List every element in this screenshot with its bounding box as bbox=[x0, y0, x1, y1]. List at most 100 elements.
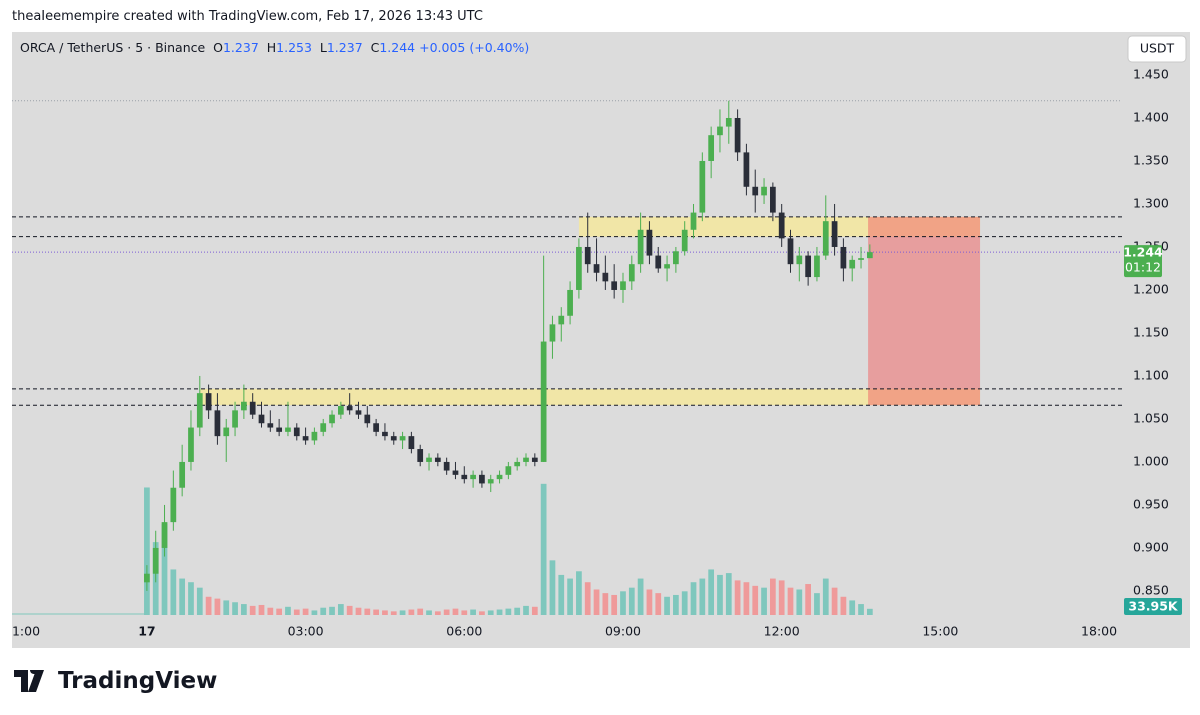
candle-body bbox=[655, 255, 662, 269]
volume-bar bbox=[390, 611, 397, 615]
volume-bar bbox=[567, 578, 573, 615]
x-tick-label: 18:00 bbox=[1081, 624, 1117, 639]
candle-body bbox=[285, 427, 291, 432]
candle-body bbox=[223, 427, 230, 437]
candle-body bbox=[382, 431, 388, 437]
candle-body bbox=[805, 255, 811, 278]
volume-bar bbox=[743, 582, 750, 615]
volume-bar bbox=[734, 580, 741, 615]
candle-body bbox=[567, 289, 573, 316]
candle-body bbox=[179, 461, 186, 488]
volume-bar bbox=[805, 584, 811, 615]
candle-body bbox=[558, 315, 565, 325]
volume-bar bbox=[866, 608, 873, 615]
candle-body bbox=[461, 474, 468, 480]
candle-body bbox=[152, 547, 159, 574]
candle-body bbox=[708, 135, 715, 161]
candle-body bbox=[311, 431, 318, 441]
ohlc-value: 1.253 bbox=[276, 40, 312, 55]
candle-body bbox=[637, 229, 644, 265]
volume-bar bbox=[778, 580, 785, 615]
x-tick-label: 09:00 bbox=[605, 624, 641, 639]
volume-bar bbox=[320, 607, 327, 615]
volume-bar bbox=[452, 608, 459, 615]
volume-bar bbox=[646, 589, 653, 615]
y-tick-label: 1.350 bbox=[1133, 152, 1169, 167]
brand-logo bbox=[14, 670, 44, 692]
candle-body bbox=[725, 117, 732, 127]
volume-bar bbox=[214, 598, 221, 615]
candle-body bbox=[434, 457, 441, 462]
legend: ORCA / TetherUS · 5 · Binance O1.237 H1.… bbox=[20, 40, 529, 55]
caption: theaIeemempire created with TradingView.… bbox=[12, 9, 483, 24]
volume-bar bbox=[188, 582, 194, 615]
volume-bar bbox=[505, 608, 512, 615]
spacer bbox=[312, 40, 320, 55]
currency-label: USDT bbox=[1140, 41, 1175, 56]
candle-body bbox=[523, 457, 529, 462]
volume-bar bbox=[849, 600, 856, 615]
candle-body bbox=[232, 410, 238, 428]
candle-body bbox=[320, 423, 327, 432]
candle-body bbox=[496, 474, 503, 480]
volume-bar bbox=[355, 607, 362, 615]
volume-bar bbox=[364, 608, 371, 615]
volume-bar bbox=[205, 596, 212, 615]
risk-box bbox=[868, 216, 981, 406]
candle-body bbox=[487, 479, 494, 484]
candle-body bbox=[267, 423, 274, 428]
volume-bar bbox=[673, 594, 679, 615]
volume-bar bbox=[196, 587, 203, 615]
candle-body bbox=[505, 466, 512, 475]
price-tag-label: 1.244 bbox=[1123, 245, 1163, 260]
ohlc-value: 1.244 bbox=[379, 40, 416, 55]
volume-bar bbox=[725, 573, 732, 615]
volume-bar bbox=[761, 587, 767, 615]
candle-body bbox=[717, 126, 723, 136]
candle-body bbox=[849, 259, 856, 269]
volume-bar bbox=[558, 574, 565, 615]
candle-body bbox=[470, 474, 476, 480]
candle-body bbox=[258, 414, 265, 424]
y-tick-label: 1.000 bbox=[1133, 453, 1169, 468]
candle-body bbox=[514, 461, 521, 467]
candle-body bbox=[540, 341, 547, 462]
currency-button[interactable] bbox=[1127, 35, 1187, 63]
candle-body bbox=[373, 423, 379, 432]
candle-body bbox=[214, 410, 221, 437]
candle-body bbox=[417, 449, 424, 462]
ohlc-key: L bbox=[319, 40, 327, 55]
volume-bar bbox=[408, 609, 415, 615]
candle-body bbox=[831, 221, 838, 247]
volume-bar bbox=[399, 610, 406, 615]
change-pct: (+0.40%) bbox=[469, 40, 530, 55]
chart-background bbox=[12, 32, 1190, 648]
candle-body bbox=[188, 427, 194, 462]
volume-bar bbox=[311, 610, 318, 615]
spacer bbox=[259, 40, 267, 55]
volume-bar bbox=[787, 587, 794, 615]
volume-bar bbox=[858, 604, 864, 615]
volume-bar bbox=[593, 589, 600, 615]
volume-bar bbox=[699, 578, 706, 615]
brand: TradingView bbox=[14, 668, 217, 694]
volume-bar bbox=[249, 605, 256, 615]
volume-bar bbox=[655, 593, 662, 615]
volume-bar bbox=[479, 611, 485, 615]
candle-body bbox=[681, 229, 688, 252]
candle-body bbox=[346, 406, 353, 411]
ohlc-value: 1.237 bbox=[326, 40, 363, 55]
volume-bar bbox=[717, 574, 723, 615]
spacer bbox=[363, 40, 371, 55]
candle-body bbox=[144, 573, 150, 583]
volume-bar bbox=[602, 593, 609, 615]
volume-bar bbox=[382, 610, 388, 615]
candle-body bbox=[452, 470, 459, 475]
candle-body bbox=[302, 436, 309, 441]
candle-body bbox=[426, 457, 432, 462]
y-tick-label: 1.100 bbox=[1133, 367, 1169, 382]
volume-bar bbox=[417, 608, 424, 615]
volume-bar bbox=[346, 605, 353, 615]
ohlc-key: H bbox=[266, 40, 277, 55]
